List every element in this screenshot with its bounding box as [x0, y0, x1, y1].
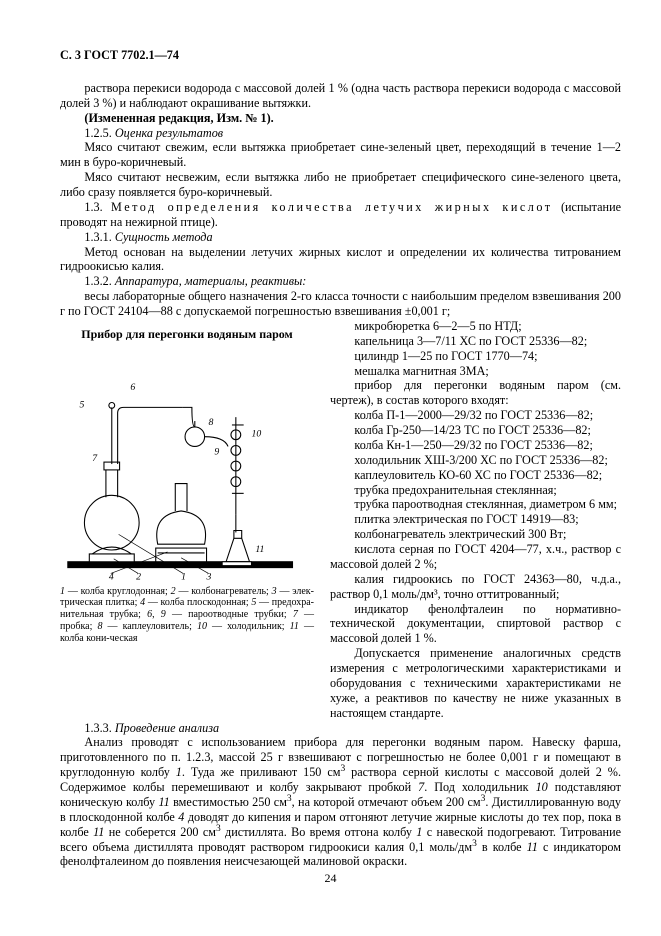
sec-num: 1.3.2. [84, 274, 114, 288]
s131-p: Метод основан на выделении летучих жирны… [60, 245, 621, 275]
sec-title: Оценка результатов [115, 126, 223, 140]
equip-line: трубка пароотводная стеклянная, диаметро… [330, 497, 621, 512]
page-number: 24 [0, 871, 661, 886]
figlabel-7: 7 [92, 453, 98, 464]
s133-body: Анализ проводят с использованием прибора… [60, 735, 621, 869]
figure-caption: Прибор для перегонки водяным паром [60, 327, 314, 342]
sec-title: Аппаратура, материалы, реактивы: [115, 274, 306, 288]
s132-p1: весы лабораторные общего назначения 2-го… [60, 289, 621, 319]
equip-line: цилиндр 1—25 по ГОСТ 1770—74; [330, 349, 621, 364]
equip-line: капельница 3—7/11 ХС по ГОСТ 25336—82; [330, 334, 621, 349]
s125-p2: Мясо считают несвежим, если вытяжка либо… [60, 170, 621, 200]
section-1-2-5: 1.2.5. Оценка результатов [60, 126, 621, 141]
s125-p1: Мясо считают свежим, если вытяжка приобр… [60, 140, 621, 170]
equip-line: мешалка магнитная 3МА; [330, 364, 621, 379]
section-1-3-3: 1.3.3. Проведение анализа [60, 721, 621, 736]
equip-line: холодильник ХШ-3/200 ХС по ГОСТ 25336—82… [330, 453, 621, 468]
equip-line: колба П-1—2000—29/32 по ГОСТ 25336—82; [330, 408, 621, 423]
sec-num: 1.2.5. [84, 126, 114, 140]
equip-line: колбонагреватель электрический 300 Вт; [330, 527, 621, 542]
page-header: С. 3 ГОСТ 7702.1—74 [60, 48, 621, 63]
sec-spaced-title: Метод определения количества летучих жир… [111, 200, 553, 214]
equip-line: индикатор фенолфталеин по нормативно-тех… [330, 602, 621, 647]
equip-line: трубка предохранительная стеклянная; [330, 483, 621, 498]
equip-line: плитка электрическая по ГОСТ 14919—83; [330, 512, 621, 527]
sec-num: 1.3. [84, 200, 111, 214]
equip-line: каплеуловитель КО-60 ХС по ГОСТ 25336—82… [330, 468, 621, 483]
section-1-3: 1.3. Метод определения количества летучи… [60, 200, 621, 230]
equip-line: Допускается применение аналогичных средс… [330, 646, 621, 720]
figlabel-6: 6 [130, 381, 135, 392]
figlabel-11: 11 [255, 543, 264, 554]
figlabel-10: 10 [251, 428, 261, 439]
figlabel-9: 9 [214, 446, 219, 457]
figure-legend: 1 — колба круглодонная; 2 — колбонагрева… [60, 586, 314, 645]
equip-line: микробюретка 6—2—5 по НТД; [330, 319, 621, 334]
equip-line: колба Кн-1—250—29/32 по ГОСТ 25336—82; [330, 438, 621, 453]
figlabel-3: 3 [206, 571, 212, 582]
equipment-list: микробюретка 6—2—5 по НТД; капельница 3—… [330, 319, 621, 721]
sec-num: 1.3.3. [84, 721, 114, 735]
para-intro: раствора перекиси водорода с массовой до… [60, 81, 621, 111]
amendment-note: (Измененная редакция, Изм. № 1). [60, 111, 621, 126]
section-1-3-2: 1.3.2. Аппаратура, материалы, реактивы: [60, 274, 621, 289]
figure-apparatus: 5 6 7 8 9 10 11 2 4 1 3 [60, 346, 314, 586]
equip-line: прибор для перегонки водяным паром (см. … [330, 378, 621, 408]
figlabel-5: 5 [80, 399, 85, 410]
equip-line: кислота серная по ГОСТ 4204—77, х.ч., ра… [330, 542, 621, 572]
figlabel-8: 8 [208, 416, 213, 427]
sec-num: 1.3.1. [84, 230, 114, 244]
equip-line: калия гидроокись по ГОСТ 24363—80, ч.д.а… [330, 572, 621, 602]
sec-title: Проведение анализа [115, 721, 219, 735]
sec-title: Сущность метода [115, 230, 213, 244]
equip-line: колба Гр-250—14/23 ТС по ГОСТ 25336—82; [330, 423, 621, 438]
section-1-3-1: 1.3.1. Сущность метода [60, 230, 621, 245]
